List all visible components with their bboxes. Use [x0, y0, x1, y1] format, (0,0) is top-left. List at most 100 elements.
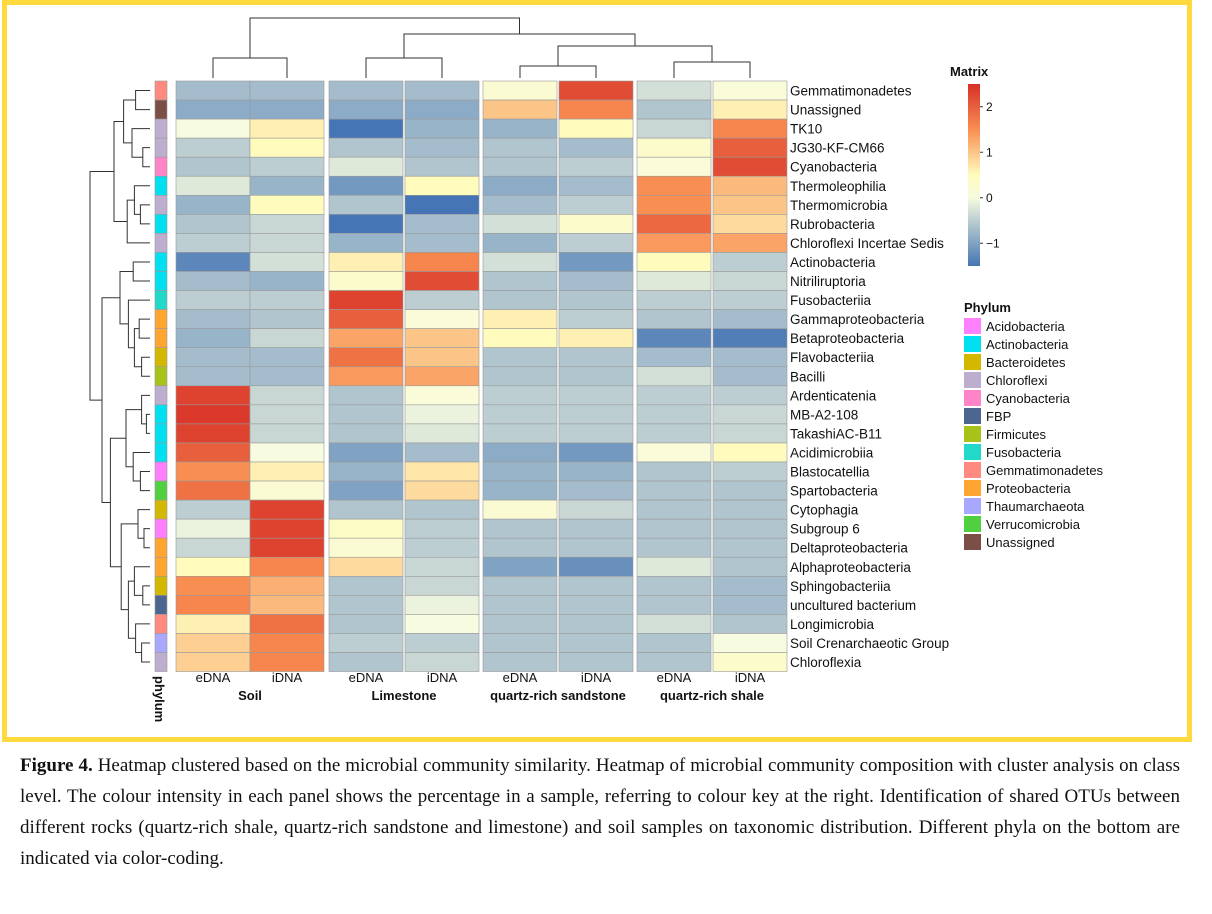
heatmap-cell	[482, 652, 558, 672]
column-labels: eDNA iDNA eDNA iDNA eDNA iDNA eDNA iDNA	[196, 670, 766, 685]
heatmap-cell	[175, 328, 251, 348]
row-label: Rubrobacteria	[790, 217, 875, 232]
caption-label: Figure 4.	[20, 755, 93, 776]
heatmap-cell	[558, 290, 634, 310]
heatmap-cell	[175, 556, 251, 577]
heatmap-cell	[328, 195, 404, 215]
heatmap-cell	[636, 99, 712, 120]
heatmap-cell	[482, 195, 558, 215]
row-label: Fusobacteriia	[790, 293, 872, 308]
heatmap-cell	[482, 309, 558, 329]
dendrogram-branch	[141, 356, 150, 377]
heatmap-cell	[249, 290, 325, 310]
row-label: Sphingobacteriia	[790, 579, 891, 594]
row-label: Chloroflexia	[790, 655, 862, 670]
heatmap-cell	[404, 537, 480, 558]
heatmap-cell	[712, 328, 788, 348]
heatmap-cell	[558, 366, 634, 387]
phylum-legend-swatch	[964, 534, 981, 550]
heatmap-cell	[558, 518, 634, 539]
column-label: eDNA	[196, 670, 231, 685]
heatmap-cell	[175, 252, 251, 272]
heatmap-cell	[249, 99, 325, 120]
phylum-cell	[154, 309, 168, 329]
heatmap-cell	[558, 271, 634, 291]
heatmap-cell	[712, 214, 788, 234]
heatmap-cell	[558, 175, 634, 196]
heatmap-cell	[482, 328, 558, 348]
phylum-cell	[154, 404, 168, 425]
phylum-legend-label: Acidobacteria	[986, 319, 1066, 334]
row-label: Longimicrobia	[790, 617, 875, 632]
heatmap-cell	[328, 633, 404, 653]
heatmap-cell	[249, 423, 325, 444]
color-key-tick-label: 1	[986, 145, 993, 159]
heatmap-cell	[636, 80, 712, 101]
row-label: uncultured bacterium	[790, 598, 916, 613]
heatmap-cell	[404, 385, 480, 406]
heatmap-cell	[712, 195, 788, 215]
heatmap-cell	[175, 480, 251, 501]
heatmap-cell	[712, 118, 788, 139]
heatmap-cell	[712, 347, 788, 368]
heatmap-cell	[249, 442, 325, 463]
phylum-cell	[154, 595, 168, 615]
phylum-legend-swatch	[964, 462, 981, 478]
heatmap-cell	[482, 575, 558, 596]
figure-frame	[2, 0, 1192, 742]
row-label: Nitriliruptoria	[790, 274, 866, 289]
heatmap-cell	[482, 366, 558, 387]
heatmap-cell	[175, 80, 251, 101]
heatmap-cell	[636, 614, 712, 634]
phylum-legend-swatch	[964, 336, 981, 352]
heatmap-cell	[249, 385, 325, 406]
row-label: Thermoleophilia	[790, 179, 887, 194]
heatmap-cell	[175, 99, 251, 120]
heatmap-cell	[249, 575, 325, 596]
heatmap-cell	[328, 366, 404, 387]
heatmap-cell	[175, 595, 251, 615]
phylum-cell	[154, 556, 168, 577]
phylum-legend-label: Unassigned	[986, 535, 1055, 550]
heatmap-cell	[249, 80, 325, 101]
heatmap-cell	[175, 137, 251, 158]
heatmap-cell	[328, 80, 404, 101]
row-label: Chloroflexi Incertae Sedis	[790, 236, 944, 251]
heatmap-cell	[558, 423, 634, 444]
phylum-legend-label: Chloroflexi	[986, 373, 1048, 388]
phylum-cell	[154, 271, 168, 291]
heatmap-cell	[712, 518, 788, 539]
heatmap-cell	[636, 442, 712, 463]
dendrogram-branch	[126, 199, 150, 244]
heatmap-cell	[712, 423, 788, 444]
heatmap-cell	[175, 614, 251, 634]
heatmap-cell	[482, 80, 558, 101]
heatmap-cell	[328, 404, 404, 425]
heatmap-cell	[328, 175, 404, 196]
dendrogram-branch	[142, 147, 150, 168]
heatmap-cell	[404, 347, 480, 368]
row-label: Alphaproteobacteria	[790, 560, 911, 575]
dendrogram-branch	[113, 120, 128, 222]
dendrogram-branch	[142, 585, 150, 606]
heatmap-cell	[558, 575, 634, 596]
heatmap-cell	[404, 575, 480, 596]
heatmap-cell	[636, 518, 712, 539]
heatmap-cell	[328, 290, 404, 310]
heatmap-cell	[558, 99, 634, 120]
heatmap-cell	[249, 366, 325, 387]
phylum-legend: Phylum Acidobacteria Actinobacteria Bactero…	[964, 300, 1104, 550]
phylum-legend-label: Firmicutes	[986, 427, 1046, 442]
color-key-tick-label: 2	[986, 100, 993, 114]
row-label: Unassigned	[790, 103, 861, 118]
heatmap-cell	[404, 404, 480, 425]
heatmap-cell	[175, 366, 251, 387]
heatmap-cell	[175, 461, 251, 482]
heatmap-cell	[328, 309, 404, 329]
heatmap-cell	[404, 499, 480, 520]
heatmap-cell	[558, 328, 634, 348]
heatmap-cell	[712, 99, 788, 120]
heatmap-cell	[636, 652, 712, 672]
heatmap-cell	[558, 195, 634, 215]
heatmap-cell	[249, 309, 325, 329]
